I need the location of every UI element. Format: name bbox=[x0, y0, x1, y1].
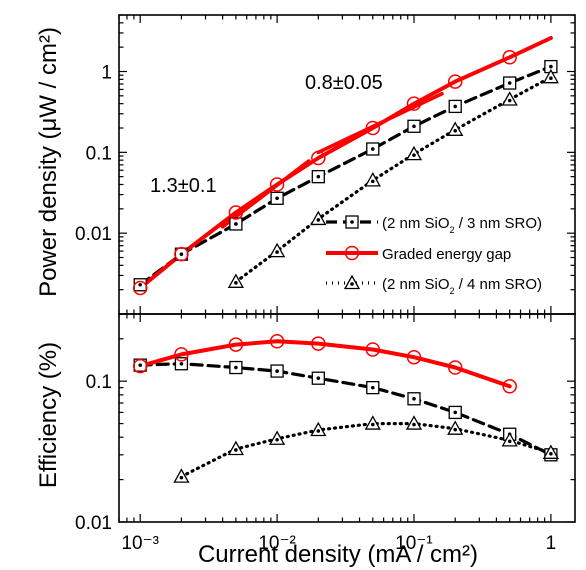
data-marker-dot bbox=[316, 429, 321, 433]
data-marker-circle bbox=[132, 358, 148, 374]
y-tick-label: 1 bbox=[101, 63, 112, 84]
series-line-0 bbox=[138, 362, 553, 457]
y-tick-label: 0.01 bbox=[75, 513, 112, 534]
data-marker-circle bbox=[502, 50, 517, 65]
data-marker-dot bbox=[453, 410, 458, 415]
data-marker-dot bbox=[234, 448, 238, 452]
x-tick-label: 1 bbox=[546, 533, 557, 554]
data-marker-circle bbox=[447, 74, 463, 89]
data-marker-circle bbox=[344, 245, 360, 261]
data-marker-circle bbox=[311, 336, 326, 351]
data-marker-dot bbox=[234, 281, 238, 285]
data-marker-circle bbox=[365, 120, 381, 136]
series-line-1 bbox=[138, 36, 553, 290]
data-marker-circle bbox=[228, 337, 244, 352]
data-marker-dot bbox=[507, 439, 512, 444]
data-marker-circle bbox=[502, 379, 517, 394]
x-tick-label: 10⁻² bbox=[258, 533, 296, 554]
slope-annotation: 1.3±0.1 bbox=[150, 175, 217, 197]
data-marker-circle bbox=[174, 347, 189, 362]
data-marker-circle bbox=[406, 349, 422, 365]
data-marker-circle bbox=[269, 334, 285, 349]
data-marker-dot bbox=[507, 81, 512, 85]
data-marker-dot bbox=[453, 129, 458, 133]
data-marker-dot bbox=[316, 376, 321, 381]
data-marker-dot bbox=[412, 153, 416, 157]
series-line-0 bbox=[138, 64, 553, 287]
data-marker-circle bbox=[228, 205, 244, 220]
legend-label: Graded energy gap bbox=[382, 246, 511, 263]
data-marker-circle bbox=[447, 360, 463, 375]
slope-annotation: 0.8±0.05 bbox=[305, 72, 383, 94]
data-marker-dot bbox=[234, 222, 238, 226]
data-marker-dot bbox=[179, 361, 184, 366]
data-marker-dot bbox=[549, 76, 553, 81]
data-marker-circle bbox=[406, 96, 422, 111]
y-tick-label: 0.1 bbox=[86, 372, 112, 393]
top-plot-area: 0.01 0.1 1 1.3±0.1 0.8±0.05 (2 nm SiO2 / 3 nm… bbox=[75, 14, 576, 315]
data-marker-dot bbox=[316, 174, 321, 179]
data-marker-dot bbox=[275, 250, 279, 254]
data-marker-dot bbox=[412, 422, 416, 427]
data-marker-dot bbox=[350, 220, 354, 224]
data-marker-dot bbox=[179, 475, 184, 480]
data-marker-dot bbox=[507, 98, 512, 103]
data-marker-dot bbox=[412, 124, 416, 129]
data-marker-dot bbox=[370, 385, 375, 390]
legend: (2 nm SiO2 / 3 nm SRO) Graded energy gap (… bbox=[326, 215, 542, 296]
data-marker-circle bbox=[132, 280, 148, 296]
series-line-2 bbox=[234, 75, 553, 284]
data-marker-circle bbox=[365, 342, 381, 357]
data-marker-dot bbox=[275, 437, 279, 442]
data-marker-dot bbox=[234, 365, 238, 370]
data-marker-dot bbox=[453, 104, 458, 109]
data-marker-dot bbox=[275, 196, 279, 201]
data-marker-dot bbox=[350, 282, 354, 286]
bottom-panel: 0.01 0.1 10⁻³ 10⁻² 10⁻¹ 1 bbox=[75, 313, 576, 554]
data-marker-circle bbox=[174, 246, 189, 262]
data-marker-dot bbox=[179, 252, 184, 256]
data-marker-dot bbox=[138, 363, 143, 367]
bottom-plot-area: 0.01 0.1 10⁻³ 10⁻² 10⁻¹ 1 bbox=[75, 313, 576, 554]
top-y-axis-label: Power density (μW / cm²) bbox=[35, 27, 62, 297]
data-marker-dot bbox=[549, 64, 553, 69]
top-panel: 0.01 0.1 1 1.3±0.1 0.8±0.05 (2 nm SiO2 / 3 nm… bbox=[75, 14, 576, 315]
series-line-1 bbox=[138, 339, 512, 389]
x-tick-label: 10⁻³ bbox=[121, 533, 159, 554]
x-axis-label: Current density (mA / cm²) bbox=[198, 541, 478, 568]
fit-line bbox=[220, 159, 311, 229]
plot-frame bbox=[118, 313, 576, 523]
data-marker-circle bbox=[311, 150, 326, 166]
data-marker-dot bbox=[549, 452, 553, 456]
data-marker-dot bbox=[412, 396, 416, 401]
data-marker-dot bbox=[275, 369, 279, 373]
data-marker-dot bbox=[370, 179, 375, 184]
data-marker-dot bbox=[138, 282, 143, 287]
data-marker-dot bbox=[370, 422, 375, 427]
data-marker-circle bbox=[269, 177, 285, 192]
legend-label: (2 nm SiO2 / 4 nm SRO) bbox=[382, 276, 542, 296]
fit-line bbox=[316, 91, 444, 155]
data-marker-dot bbox=[370, 147, 375, 151]
bottom-y-axis-label: Efficiency (%) bbox=[35, 342, 62, 488]
y-tick-label: 0.01 bbox=[75, 224, 112, 245]
data-marker-dot bbox=[453, 427, 458, 432]
x-tick-label: 10⁻¹ bbox=[395, 533, 433, 554]
data-marker-dot bbox=[316, 218, 321, 222]
legend-label: (2 nm SiO2 / 3 nm SRO) bbox=[382, 215, 542, 235]
y-tick-label: 0.1 bbox=[86, 143, 112, 164]
